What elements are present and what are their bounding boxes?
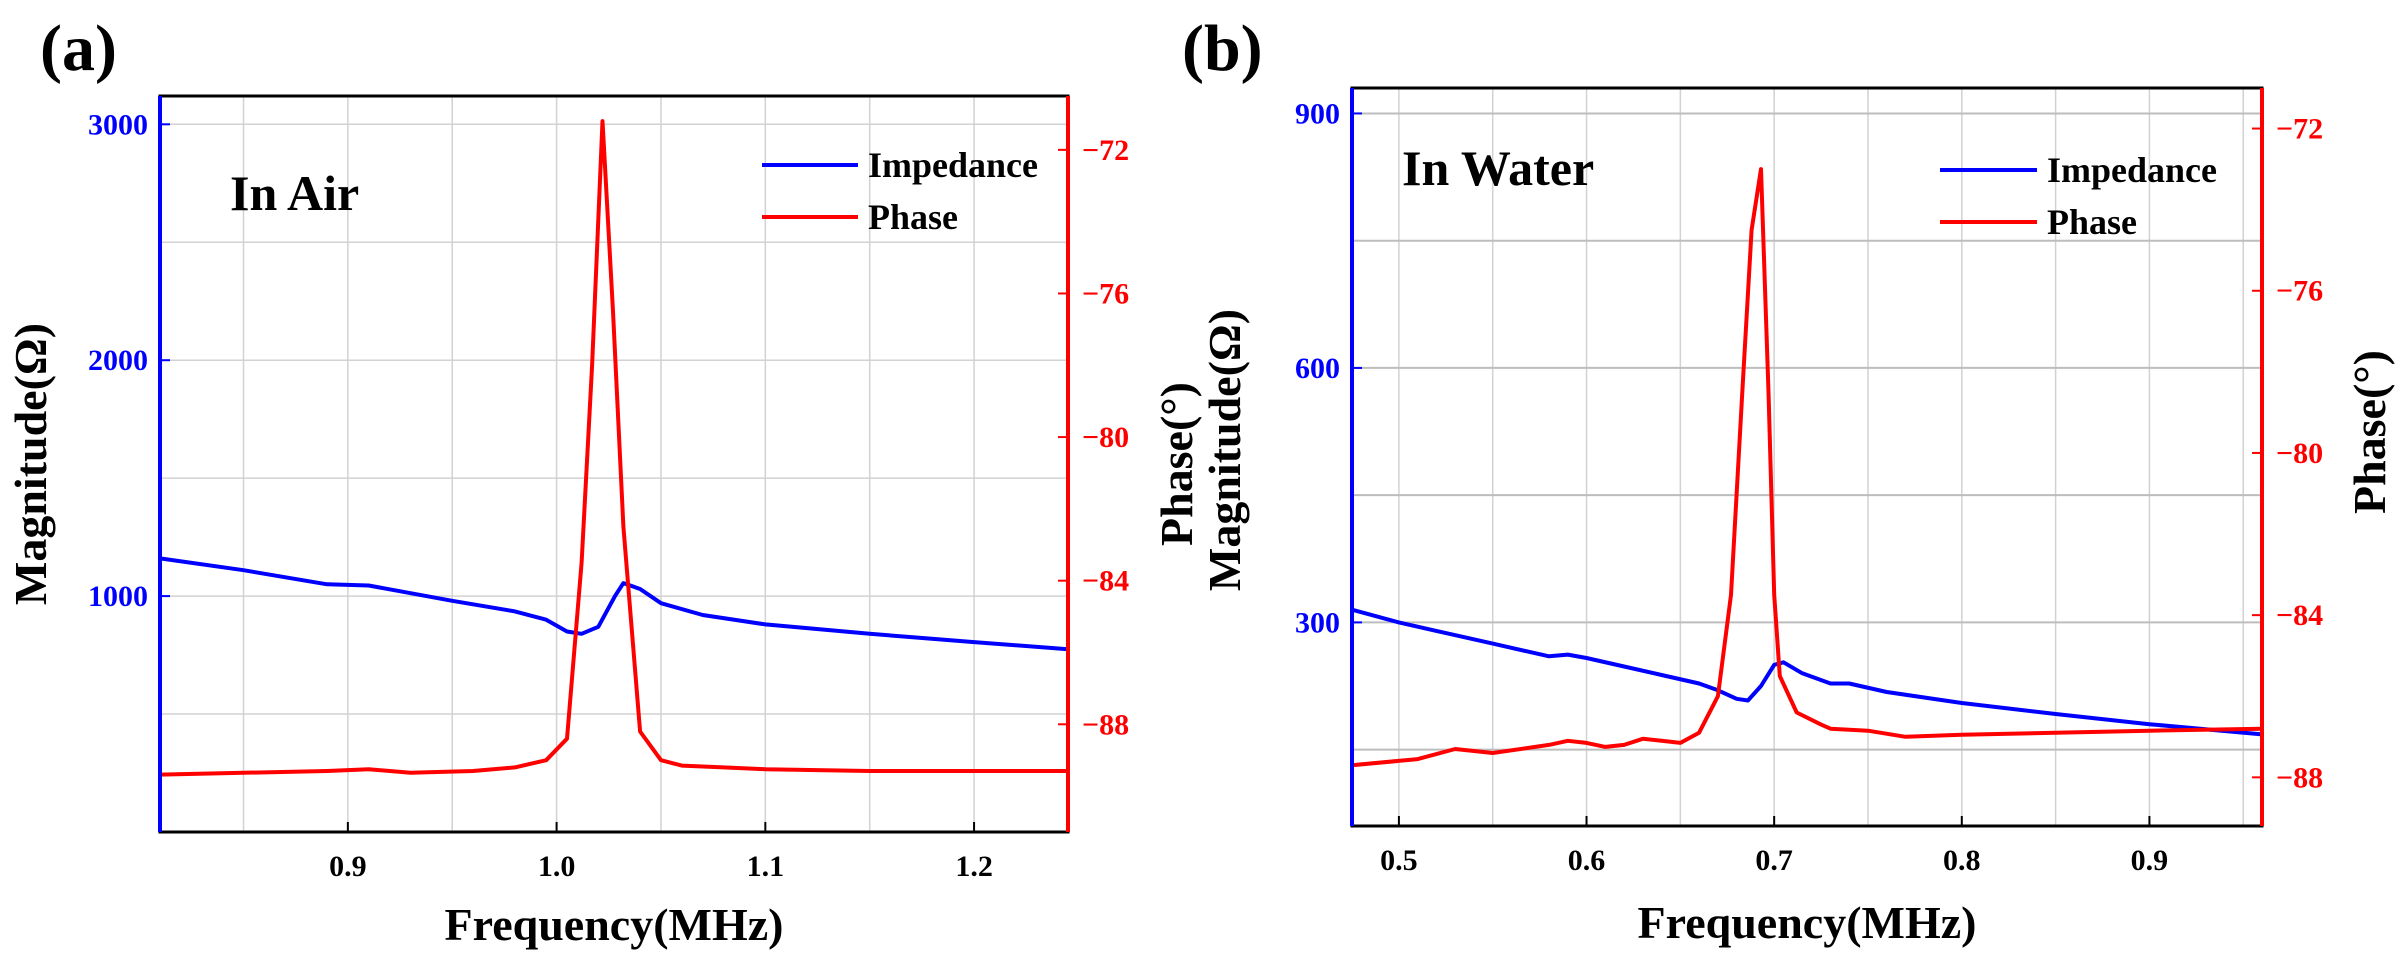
x-tick-label-b: 0.9 <box>2131 844 2169 877</box>
legend-impedance-label-a: Impedance <box>868 145 1038 185</box>
x-tick-label-b: 0.8 <box>1943 844 1981 877</box>
series-a <box>159 119 1069 777</box>
series-impedance-line-a <box>159 556 1069 652</box>
series-phase-line-a <box>159 119 1068 777</box>
legend-impedance-label-b: Impedance <box>2047 150 2217 190</box>
y-right-tick-label-b: −72 <box>2276 113 2323 146</box>
x-tick-label-a: 1.1 <box>747 850 785 883</box>
y-right-tick-label-a: −80 <box>1082 421 1129 454</box>
x-tick-label-a: 1.2 <box>955 850 993 883</box>
y-left-tick-label-a: 1000 <box>88 580 148 613</box>
y-left-tick-label-b: 300 <box>1295 606 1340 639</box>
panel-label-a: (a) <box>40 12 117 85</box>
x-axis-title-a: Frequency(MHz) <box>445 899 784 950</box>
y-left-title-a: Magnitude(Ω) <box>5 323 56 605</box>
y-right-title-a: Phase(°) <box>1151 382 1202 546</box>
series-phase-line-b <box>1351 167 2263 768</box>
legend-phase-label-a: Phase <box>868 197 958 237</box>
x-tick-label-a: 0.9 <box>329 850 367 883</box>
y-right-tick-label-b: −84 <box>2276 599 2323 632</box>
annotation-in-water: In Water <box>1402 140 1594 196</box>
legend-phase-label-b: Phase <box>2047 202 2137 242</box>
panel-a: (a) 0.9 1.0 1.1 1.2 1000 2000 3000 −72 −76 −80 −84… <box>5 12 1202 950</box>
y-right-tick-label-b: −88 <box>2276 761 2323 794</box>
legend-b: Impedance Phase <box>1940 150 2217 242</box>
ticks-b: 0.5 0.6 0.7 0.8 0.9 300 600 900 −72 −76 −80 −84 −88 <box>1295 97 2323 877</box>
y-right-tick-label-b: −76 <box>2276 275 2323 308</box>
series-impedance-line-b <box>1351 607 2263 737</box>
panel-label-b: (b) <box>1182 12 1263 85</box>
y-left-title-b: Magnitude(Ω) <box>1199 309 1250 591</box>
y-left-tick-label-a: 3000 <box>88 108 148 141</box>
ticks-a: 0.9 1.0 1.1 1.2 1000 2000 3000 −72 −76 −80 −84 −88 <box>88 108 1129 883</box>
y-right-tick-label-a: −84 <box>1082 565 1129 598</box>
y-right-title-b: Phase(°) <box>2344 350 2395 514</box>
y-left-tick-label-b: 900 <box>1295 97 1340 130</box>
x-tick-label-b: 0.7 <box>1755 844 1793 877</box>
y-left-tick-label-b: 600 <box>1295 352 1340 385</box>
x-tick-label-b: 0.5 <box>1380 844 1418 877</box>
y-right-tick-label-a: −72 <box>1082 134 1129 167</box>
x-axis-title-b: Frequency(MHz) <box>1638 897 1977 948</box>
annotation-in-air: In Air <box>230 165 359 221</box>
y-right-tick-label-a: −76 <box>1082 277 1129 310</box>
series-b <box>1351 167 2263 768</box>
legend-a: Impedance Phase <box>762 145 1038 237</box>
plot-frame-b <box>1350 86 2264 828</box>
y-right-tick-label-a: −88 <box>1082 708 1129 741</box>
grid-b <box>1352 88 2262 826</box>
x-tick-label-a: 1.0 <box>538 850 576 883</box>
panel-b: (b) 0.5 0.6 0.7 0.8 0.9 300 600 900 −72 −76 −80 −84… <box>1182 12 2395 948</box>
x-tick-label-b: 0.6 <box>1568 844 1606 877</box>
y-right-tick-label-b: −80 <box>2276 437 2323 470</box>
y-left-tick-label-a: 2000 <box>88 344 148 377</box>
